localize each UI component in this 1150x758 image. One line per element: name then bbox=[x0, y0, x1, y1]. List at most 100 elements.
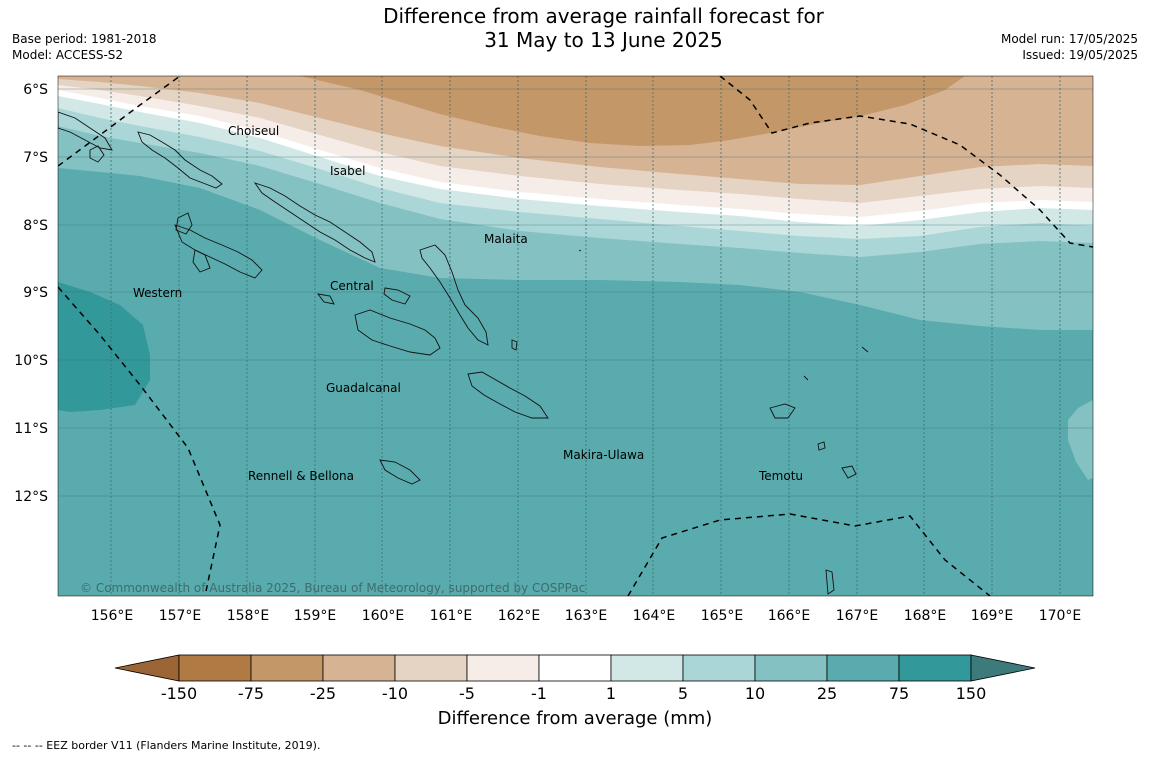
lon-label: 164°E bbox=[633, 608, 676, 624]
russell-islands bbox=[316, 293, 335, 305]
colorbar-segment bbox=[394, 654, 468, 682]
malaita-island bbox=[419, 244, 489, 346]
region-label-choiseul: Choiseul bbox=[228, 124, 279, 138]
colorbar-segment bbox=[250, 654, 324, 682]
region-label-central: Central bbox=[330, 279, 374, 293]
coastlines bbox=[58, 111, 869, 595]
lat-label: 10°S bbox=[14, 353, 48, 369]
title-line-2: 31 May to 13 June 2025 bbox=[484, 28, 723, 52]
colorbar-tick-label: 1 bbox=[606, 684, 616, 703]
reef-islands bbox=[803, 375, 809, 381]
issued-date: Issued: 19/05/2025 bbox=[1022, 48, 1138, 62]
colorbar-tick-label: -10 bbox=[382, 684, 408, 703]
lon-label: 169°E bbox=[971, 608, 1014, 624]
lon-label: 163°E bbox=[565, 608, 608, 624]
eez-footnote: -- -- -- EEZ border V11 (Flanders Marine… bbox=[12, 739, 321, 752]
colorbar-tick-label: 10 bbox=[745, 684, 765, 703]
eez-borders bbox=[58, 76, 1093, 596]
colorbar-tick-label: 150 bbox=[956, 684, 987, 703]
eez-border-west bbox=[58, 286, 221, 596]
band-10-25-east-patch bbox=[1068, 400, 1093, 480]
colorbar-tick-label: -75 bbox=[238, 684, 264, 703]
isabel-island bbox=[253, 182, 376, 263]
colorbar-segment bbox=[178, 654, 252, 682]
lon-label: 162°E bbox=[498, 608, 541, 624]
florida-islands bbox=[383, 287, 411, 305]
rennell-island bbox=[379, 459, 421, 485]
sikaiana-island bbox=[578, 249, 582, 252]
region-label-western: Western bbox=[133, 286, 182, 300]
colorbar-tick-label: -150 bbox=[161, 684, 197, 703]
map-title: Difference from average rainfall forecas… bbox=[0, 4, 1150, 52]
colorbar-segment bbox=[754, 654, 828, 682]
map-frame bbox=[57, 75, 1094, 597]
model-run: Model run: 17/05/2025 bbox=[1000, 32, 1138, 46]
colorbar-segment bbox=[610, 654, 684, 682]
colorbar-title: Difference from average (mm) bbox=[437, 708, 713, 729]
colorbar-segment bbox=[322, 654, 396, 682]
lat-label: 12°S bbox=[14, 489, 48, 505]
lon-label: 156°E bbox=[91, 608, 134, 624]
band-75-150-west bbox=[58, 282, 150, 412]
tikopia-island bbox=[817, 441, 826, 451]
ulawa-island bbox=[511, 339, 518, 351]
eez-border-north bbox=[719, 76, 1093, 248]
lon-label: 159°E bbox=[294, 608, 337, 624]
lon-label: 167°E bbox=[836, 608, 879, 624]
region-label-temotu: Temotu bbox=[758, 469, 803, 483]
eez-border-north-west bbox=[58, 76, 181, 167]
base-period: Base period: 1981-2018 bbox=[12, 32, 157, 46]
model-name: Model: ACCESS-S2 bbox=[12, 48, 124, 62]
colorbar-ticks: -150 -75 -25 -10 -5 -1 1 5 10 25 75 150 bbox=[161, 684, 986, 703]
band-neg75-neg25 bbox=[300, 76, 965, 146]
lon-label: 170°E bbox=[1039, 608, 1082, 624]
lon-axis: 156°E 157°E 158°E 159°E 160°E 161°E 162°… bbox=[91, 608, 1082, 624]
rainfall-field: © Commonwealth of Australia 2025, Bureau… bbox=[58, 76, 1093, 596]
lat-axis: 6°S 7°S 8°S 9°S 10°S 11°S 12°S bbox=[14, 82, 48, 505]
colorbar-tick-label: -5 bbox=[459, 684, 475, 703]
region-labels: Choiseul Isabel Malaita Western Central … bbox=[133, 124, 803, 483]
region-label-rennell-bellona: Rennell & Bellona bbox=[248, 469, 354, 483]
colorbar-segment bbox=[898, 654, 972, 682]
lat-label: 11°S bbox=[14, 421, 48, 437]
colorbar-segment bbox=[114, 654, 180, 682]
lon-label: 160°E bbox=[362, 608, 405, 624]
colorbar-tick-label: 5 bbox=[678, 684, 688, 703]
choiseul-island bbox=[137, 131, 223, 189]
lat-label: 9°S bbox=[23, 285, 48, 301]
colorbar-segment bbox=[682, 654, 756, 682]
region-label-isabel: Isabel bbox=[330, 164, 365, 178]
vanikoro-island bbox=[841, 465, 857, 479]
lon-label: 166°E bbox=[768, 608, 811, 624]
lon-label: 157°E bbox=[159, 608, 202, 624]
colorbar-segment bbox=[970, 654, 1036, 682]
lon-label: 161°E bbox=[430, 608, 473, 624]
eez-border-south bbox=[627, 513, 991, 596]
guadalcanal-island bbox=[354, 309, 441, 356]
colorbar bbox=[114, 654, 1036, 682]
region-label-makira-ulawa: Makira-Ulawa bbox=[563, 448, 644, 462]
colorbar-segment bbox=[466, 654, 540, 682]
duff-islands bbox=[861, 346, 869, 353]
bougainville-coast bbox=[58, 111, 113, 151]
meta-left: Base period: 1981-2018 Model: ACCESS-S2 bbox=[12, 31, 157, 63]
map-grid bbox=[110, 76, 1061, 596]
colorbar-tick-label: 25 bbox=[817, 684, 837, 703]
ranongga-island bbox=[192, 249, 211, 273]
vella-lavella-island bbox=[175, 212, 193, 235]
lat-label: 6°S bbox=[23, 82, 48, 98]
colorbar-segment bbox=[538, 654, 612, 682]
colorbar-tick-label: -1 bbox=[531, 684, 547, 703]
lat-label: 8°S bbox=[23, 218, 48, 234]
makira-island bbox=[467, 371, 549, 419]
santa-cruz-island bbox=[769, 403, 796, 419]
lon-label: 168°E bbox=[904, 608, 947, 624]
lon-label: 158°E bbox=[227, 608, 270, 624]
region-label-guadalcanal: Guadalcanal bbox=[326, 381, 401, 395]
colorbar-tick-label: -25 bbox=[310, 684, 336, 703]
colorbar-segment bbox=[826, 654, 900, 682]
lon-label: 165°E bbox=[701, 608, 744, 624]
copyright-text: © Commonwealth of Australia 2025, Bureau… bbox=[80, 581, 585, 595]
title-line-1: Difference from average rainfall forecas… bbox=[383, 4, 824, 28]
